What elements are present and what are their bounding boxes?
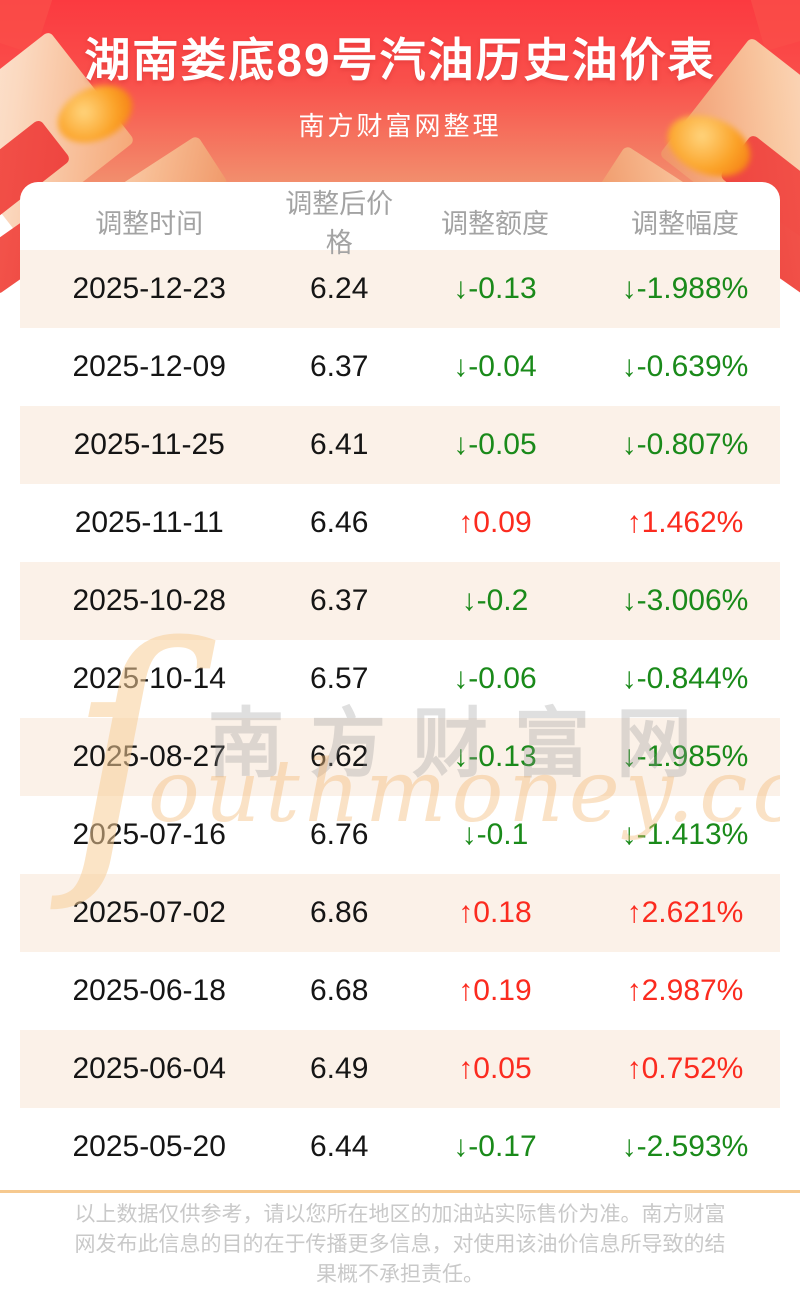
change-amount-cell: ↑0.05 — [458, 1052, 532, 1085]
change-amount-cell: ↑0.09 — [458, 506, 532, 539]
change-amount-cell: ↓-0.2 — [461, 584, 529, 617]
table-row: 2025-07-16 6.76 ↓-0.1 ↓-1.413% — [20, 796, 780, 874]
date-cell: 2025-07-16 — [72, 818, 226, 851]
col-header-change-amount: 调整额度 — [440, 208, 549, 239]
price-cell: 6.68 — [309, 974, 369, 1007]
change-amount-cell: ↓-0.04 — [453, 350, 537, 383]
change-percent-cell: ↑2.987% — [626, 974, 744, 1007]
table-row: 2025-08-27 6.62 ↓-0.13 ↓-1.985% — [20, 718, 780, 796]
change-amount-cell: ↓-0.13 — [453, 740, 537, 773]
date-cell: 2025-06-04 — [72, 1052, 226, 1085]
table-row: 2025-11-25 6.41 ↓-0.05 ↓-0.807% — [20, 406, 780, 484]
change-percent-cell: ↓-3.006% — [621, 584, 749, 617]
change-amount-cell: ↓-0.05 — [453, 428, 537, 461]
date-cell: 2025-11-11 — [74, 506, 224, 539]
change-amount-cell: ↓-0.06 — [453, 662, 537, 695]
table-row: 2025-05-20 6.44 ↓-0.17 ↓-2.593% — [20, 1108, 780, 1186]
price-table-card: 调整时间 调整后价格 调整额度 调整幅度 2025-12-23 6.24 ↓-0.1… — [20, 182, 780, 1186]
change-percent-cell: ↑0.752% — [626, 1052, 744, 1085]
date-cell: 2025-10-14 — [72, 662, 226, 695]
table-row: 2025-11-11 6.46 ↑0.09 ↑1.462% — [20, 484, 780, 562]
table-header-row: 调整时间 调整后价格 调整额度 调整幅度 — [20, 182, 780, 258]
change-percent-cell: ↑2.621% — [626, 896, 744, 929]
date-cell: 2025-05-20 — [72, 1130, 226, 1163]
date-cell: 2025-12-23 — [72, 272, 226, 305]
date-cell: 2025-08-27 — [72, 740, 226, 773]
change-amount-cell: ↓-0.1 — [461, 818, 529, 851]
change-amount-cell: ↓-0.13 — [453, 272, 537, 305]
change-percent-cell: ↓-0.639% — [621, 350, 749, 383]
col-header-adjusted-price: 调整后价格 — [285, 189, 394, 258]
page-title: 湖南娄底89号汽油历史油价表 — [84, 34, 716, 86]
col-header-adjust-date: 调整时间 — [95, 208, 204, 239]
change-percent-cell: ↓-1.413% — [621, 818, 749, 851]
table-row: 2025-07-02 6.86 ↑0.18 ↑2.621% — [20, 874, 780, 952]
date-cell: 2025-06-18 — [72, 974, 226, 1007]
price-cell: 6.44 — [309, 1130, 369, 1163]
page-subtitle: 南方财富网整理 — [298, 111, 502, 141]
date-cell: 2025-11-25 — [73, 428, 225, 461]
table-row: 2025-10-28 6.37 ↓-0.2 ↓-3.006% — [20, 562, 780, 640]
change-percent-cell: ↑1.462% — [626, 506, 744, 539]
date-cell: 2025-12-09 — [72, 350, 226, 383]
change-percent-cell: ↓-1.988% — [621, 272, 749, 305]
price-cell: 6.49 — [309, 1052, 369, 1085]
table-row: 2025-12-09 6.37 ↓-0.04 ↓-0.639% — [20, 328, 780, 406]
price-cell: 6.24 — [309, 272, 369, 305]
disclaimer-text: 以上数据仅供参考，请以您所在地区的加油站实际售价为准。南方财富网发布此信息的目的… — [74, 1203, 726, 1286]
table-row: 2025-06-04 6.49 ↑0.05 ↑0.752% — [20, 1030, 780, 1108]
price-cell: 6.76 — [309, 818, 369, 851]
change-percent-cell: ↓-1.985% — [621, 740, 749, 773]
change-amount-cell: ↑0.19 — [458, 974, 532, 1007]
price-cell: 6.41 — [309, 428, 369, 461]
table-row: 2025-12-23 6.24 ↓-0.13 ↓-1.988% — [20, 250, 780, 328]
price-cell: 6.46 — [309, 506, 369, 539]
price-cell: 6.86 — [309, 896, 369, 929]
table-body: 2025-12-23 6.24 ↓-0.13 ↓-1.988% 2025-12-09 6.… — [20, 250, 780, 1186]
change-percent-cell: ↓-0.844% — [621, 662, 749, 695]
table-row: 2025-10-14 6.57 ↓-0.06 ↓-0.844% — [20, 640, 780, 718]
price-cell: 6.37 — [309, 584, 369, 617]
change-amount-cell: ↓-0.17 — [453, 1130, 537, 1163]
price-cell: 6.57 — [309, 662, 369, 695]
change-percent-cell: ↓-2.593% — [621, 1130, 749, 1163]
col-header-change-percent: 调整幅度 — [630, 208, 739, 239]
date-cell: 2025-07-02 — [72, 896, 226, 929]
change-percent-cell: ↓-0.807% — [621, 428, 749, 461]
footer-divider — [0, 1190, 800, 1193]
date-cell: 2025-10-28 — [72, 584, 226, 617]
price-cell: 6.62 — [309, 740, 369, 773]
table-row: 2025-06-18 6.68 ↑0.19 ↑2.987% — [20, 952, 780, 1030]
change-amount-cell: ↑0.18 — [458, 896, 532, 929]
price-cell: 6.37 — [309, 350, 369, 383]
